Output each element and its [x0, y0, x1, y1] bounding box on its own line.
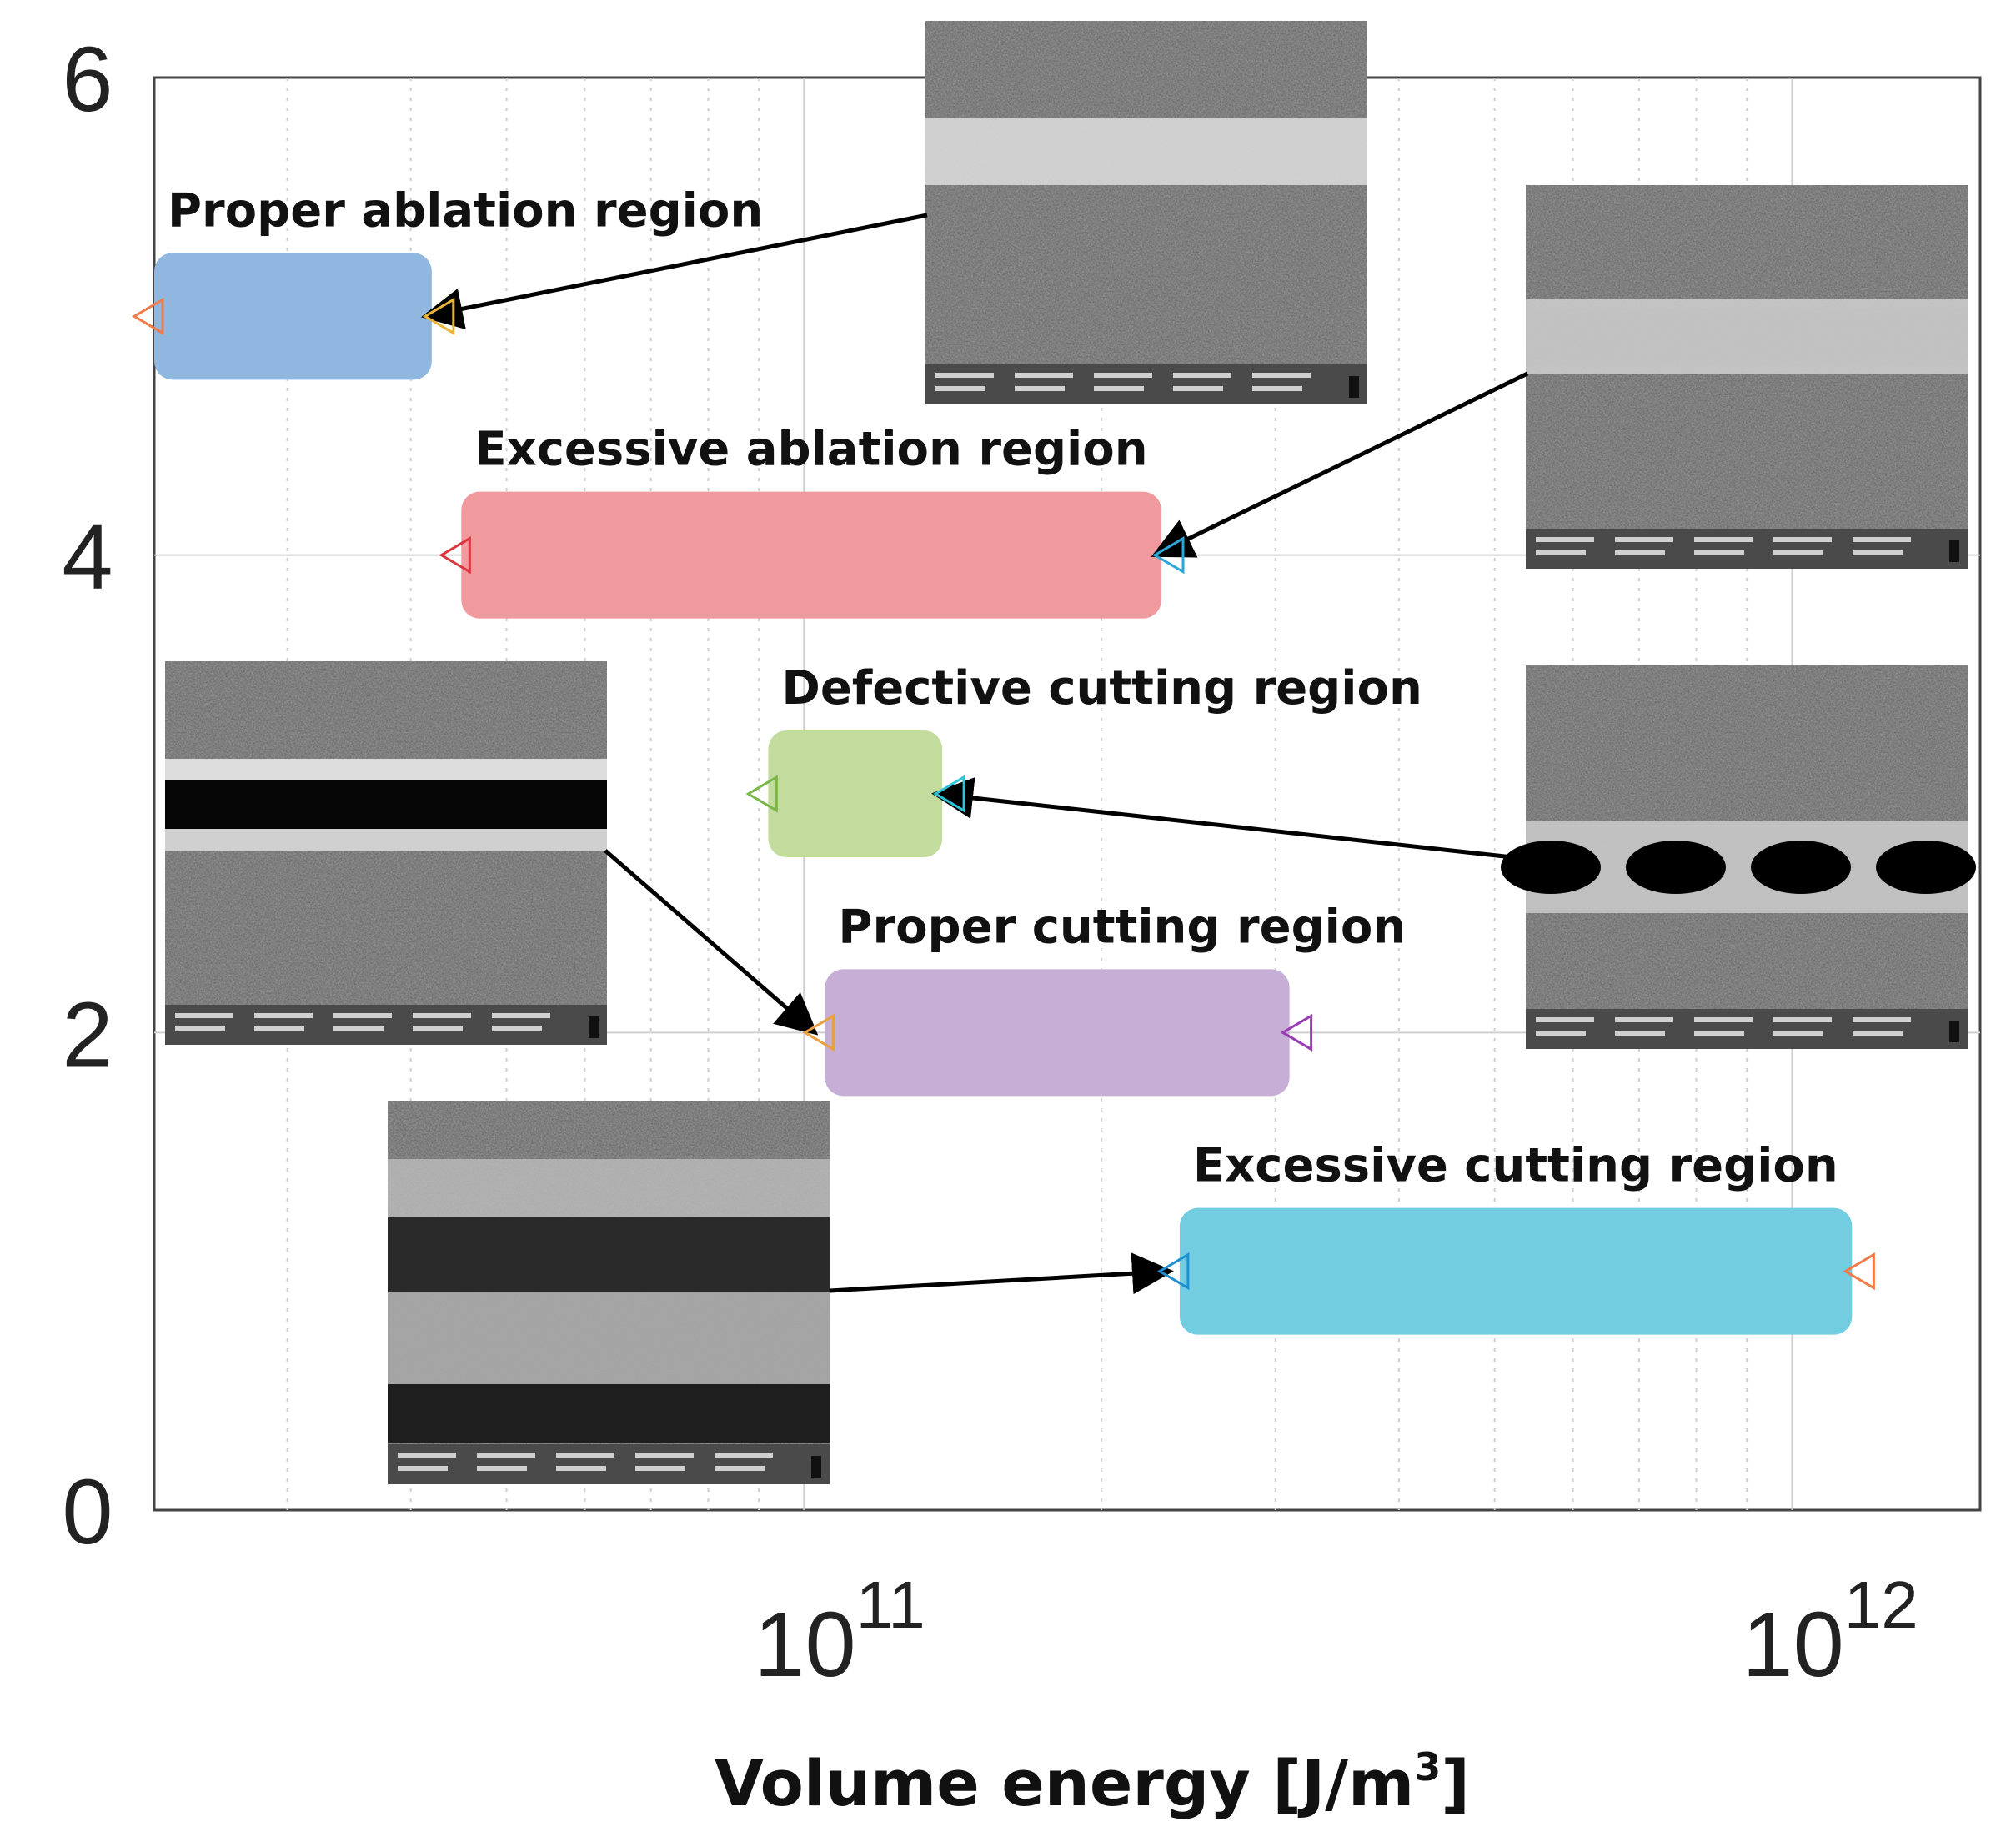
region-bars [154, 253, 1853, 1335]
y-tick-label: 4 [62, 506, 113, 609]
sem-micrograph [1526, 185, 1968, 569]
y-tick-label: 2 [62, 983, 113, 1086]
y-tick-label: 6 [62, 28, 113, 131]
sem-micrograph [925, 21, 1367, 404]
x-axis-title: Volume energy [J/m3] [715, 1744, 1470, 1820]
sem-micrograph [1501, 665, 1976, 1049]
annotation-arrow [420, 213, 928, 329]
region-labels: Proper ablation region Excessive ablation… [168, 183, 1838, 1192]
annotation-arrow [931, 777, 1528, 861]
range-marker [439, 536, 471, 575]
region-bar [768, 730, 943, 857]
y-tick-label: 0 [62, 1461, 113, 1563]
range-marker [422, 297, 455, 335]
region-bar [1179, 1207, 1853, 1335]
annotation-arrows [420, 213, 1529, 1295]
range-marker [1843, 1252, 1875, 1291]
range-marker [1152, 536, 1185, 575]
region-bar [461, 491, 1162, 619]
x-axis-ticks: 1011 1012 [754, 1568, 1918, 1696]
sem-micrograph [165, 661, 607, 1045]
x-tick-label: 1012 [1742, 1568, 1918, 1696]
range-marker [745, 775, 778, 813]
region-bar [825, 969, 1290, 1097]
sem-micrograph [388, 1101, 830, 1484]
sem-micrographs [165, 21, 1976, 1484]
region-label: Excessive ablation region [474, 423, 1147, 477]
region-label: Proper ablation region [168, 183, 763, 238]
annotation-arrow [1151, 371, 1529, 558]
annotation-arrow [604, 849, 819, 1036]
range-marker [132, 297, 164, 335]
x-tick-label: 1011 [754, 1568, 925, 1696]
range-marker [1280, 1013, 1313, 1052]
region-label: Proper cutting region [838, 900, 1406, 954]
range-markers [132, 297, 1875, 1291]
region-bar [154, 253, 432, 380]
range-marker [1156, 1252, 1190, 1291]
y-axis-ticks: 0 2 4 6 [62, 28, 113, 1563]
region-label: Excessive cutting region [1193, 1139, 1838, 1193]
range-marker [802, 1013, 835, 1052]
range-marker [933, 775, 965, 813]
region-label: Defective cutting region [781, 661, 1422, 715]
annotation-arrow [829, 1252, 1174, 1295]
